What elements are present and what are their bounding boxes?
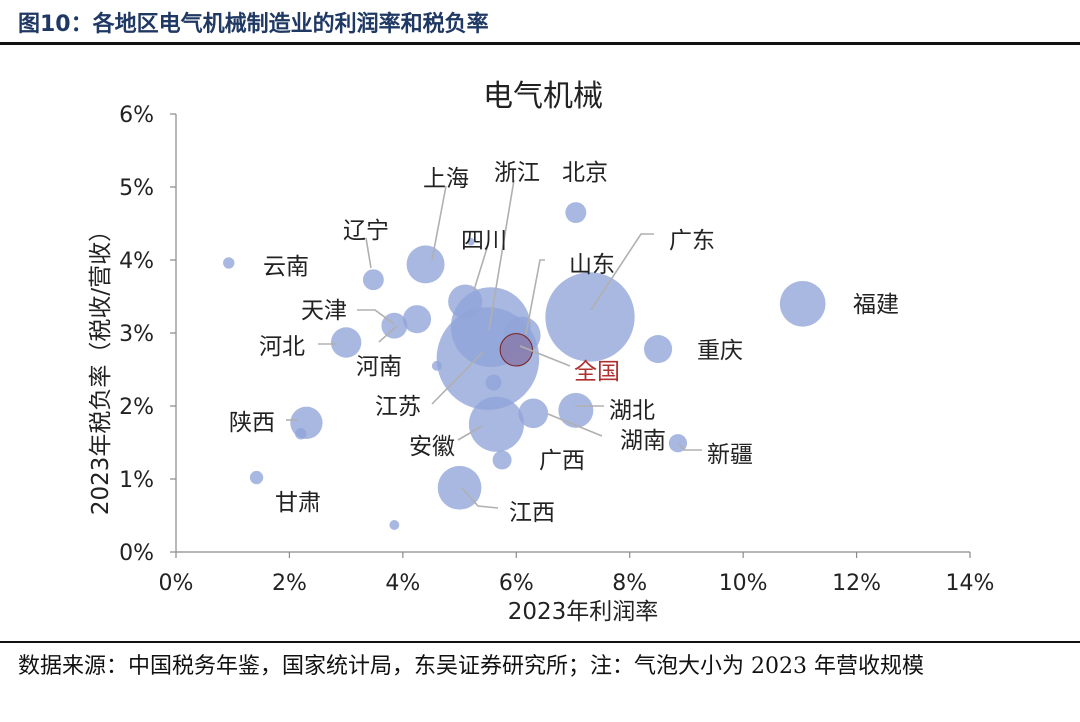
bubble-湖南 bbox=[518, 398, 549, 429]
bubble-甘肃 bbox=[249, 470, 264, 485]
leader-line-上海 bbox=[431, 185, 447, 261]
bubble-chart: 0% 2% 4% 6% 8% 10% 12% 14% 0% 1% 2% 3% 4% 5% 6% 江苏 广东 浙江… bbox=[88, 79, 994, 625]
bubble-unlabeled-24 bbox=[295, 428, 307, 440]
bottom-rule bbox=[0, 641, 1080, 643]
x-tick-label: 10% bbox=[719, 571, 768, 596]
bubble-广西 bbox=[492, 450, 512, 470]
x-axis-title: 2023年利润率 bbox=[508, 599, 659, 625]
leader-line-山东 bbox=[525, 259, 545, 335]
leader-line-河南 bbox=[378, 325, 398, 343]
bubble-label-福建: 福建 bbox=[853, 292, 899, 318]
bubble-四川 bbox=[448, 284, 483, 319]
leader-line-四川 bbox=[473, 247, 488, 291]
bubble-unlabeled-27 bbox=[467, 237, 475, 246]
x-tick-label: 6% bbox=[499, 571, 534, 596]
y-tick-label: 3% bbox=[119, 322, 154, 347]
x-tick-label: 12% bbox=[832, 571, 881, 596]
bubble-辽宁 bbox=[362, 269, 384, 291]
y-tick-label: 0% bbox=[119, 541, 154, 566]
bubble-label-甘肃: 甘肃 bbox=[275, 490, 321, 516]
x-tick-label: 0% bbox=[159, 571, 194, 596]
leader-line-天津 bbox=[357, 309, 395, 325]
bubble-安徽 bbox=[468, 396, 524, 452]
bubble-label-湖北: 湖北 bbox=[609, 398, 655, 424]
chart-title: 电气机械 bbox=[483, 79, 603, 114]
x-tick-label: 2% bbox=[272, 571, 307, 596]
bubble-全国 bbox=[499, 333, 533, 367]
bubble-label-浙江: 浙江 bbox=[494, 160, 540, 186]
bubble-天津 bbox=[402, 305, 432, 334]
bubble-unlabeled-23 bbox=[485, 374, 502, 391]
bubble-label-全国: 全国 bbox=[574, 359, 620, 385]
bubble-上海 bbox=[406, 245, 445, 284]
bubble-label-北京: 北京 bbox=[562, 160, 608, 186]
bubble-unlabeled-26 bbox=[431, 360, 442, 371]
y-tick-label: 5% bbox=[119, 176, 154, 201]
bubble-label-河北: 河北 bbox=[259, 334, 305, 360]
leader-line-湖南 bbox=[547, 413, 603, 437]
leader-line-layer bbox=[286, 179, 702, 509]
bubble-湖北 bbox=[558, 392, 594, 428]
top-rule bbox=[0, 42, 1080, 45]
bubble-label-辽宁: 辽宁 bbox=[343, 218, 389, 244]
y-tick-label: 6% bbox=[119, 103, 154, 128]
leader-line-新疆 bbox=[678, 443, 702, 451]
x-tick-label: 8% bbox=[612, 571, 647, 596]
bubble-label-云南: 云南 bbox=[263, 254, 309, 280]
bubble-label-广西: 广西 bbox=[539, 448, 585, 474]
bubble-layer bbox=[223, 202, 826, 530]
bubble-福建 bbox=[779, 281, 826, 327]
y-tick-label: 2% bbox=[119, 395, 154, 420]
bubble-label-山东: 山东 bbox=[569, 252, 615, 278]
bubble-label-江苏: 江苏 bbox=[375, 394, 421, 420]
leader-line-广东 bbox=[590, 233, 654, 311]
y-tick-label: 1% bbox=[119, 468, 154, 493]
bubble-label-新疆: 新疆 bbox=[707, 442, 753, 468]
leader-line-江西 bbox=[461, 487, 499, 509]
bubble-label-安徽: 安徽 bbox=[409, 434, 455, 460]
y-axis-title: 2023年税负率（税收/营收） bbox=[88, 219, 114, 515]
leader-line-江苏 bbox=[431, 351, 484, 405]
x-tick-label: 14% bbox=[946, 571, 995, 596]
bubble-label-湖南: 湖南 bbox=[620, 428, 666, 454]
bubble-重庆 bbox=[644, 335, 673, 364]
axes: 0% 2% 4% 6% 8% 10% 12% 14% 0% 1% 2% 3% 4% 5% 6% bbox=[119, 103, 994, 596]
x-tick-label: 4% bbox=[385, 571, 420, 596]
bubble-label-天津: 天津 bbox=[301, 298, 347, 324]
leader-line-浙江 bbox=[488, 179, 515, 331]
source-note: 数据来源：中国税务年鉴，国家统计局，东吴证券研究所；注：气泡大小为 2023 年… bbox=[18, 654, 924, 679]
bubble-label-重庆: 重庆 bbox=[697, 338, 743, 364]
figure-title: 图10：各地区电气机械制造业的利润率和税负率 bbox=[18, 12, 489, 37]
bubble-北京 bbox=[565, 202, 587, 223]
bubble-label-河南: 河南 bbox=[356, 354, 402, 380]
bubble-云南 bbox=[223, 257, 235, 269]
bubble-广东 bbox=[545, 272, 635, 362]
bubble-unlabeled-25 bbox=[389, 520, 400, 530]
bubble-label-江西: 江西 bbox=[509, 500, 555, 526]
leader-line-辽宁 bbox=[365, 237, 372, 269]
bubble-label-广东: 广东 bbox=[669, 228, 715, 254]
leader-line-安徽 bbox=[457, 425, 483, 441]
y-tick-label: 4% bbox=[119, 249, 154, 274]
bubble-label-上海: 上海 bbox=[423, 166, 469, 192]
leader-line-全国 bbox=[519, 345, 571, 367]
bubble-河北 bbox=[330, 327, 362, 358]
bubble-label-陕西: 陕西 bbox=[229, 410, 275, 436]
bubble-label-四川: 四川 bbox=[461, 228, 507, 254]
